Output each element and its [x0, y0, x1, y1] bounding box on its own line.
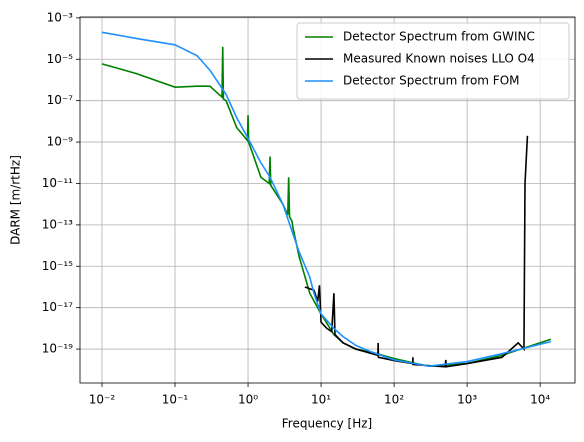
y-tick-label: 10⁻³ [47, 10, 74, 24]
y-axis-label: DARM [m/rtHz] [9, 155, 23, 245]
x-tick-label: 10³ [457, 393, 477, 407]
legend-label: Detector Spectrum from GWINC [343, 30, 535, 44]
y-tick-label: 10⁻¹⁵ [42, 259, 73, 273]
x-tick-label: 10⁻¹ [162, 393, 189, 407]
y-tick-label: 10⁻⁵ [47, 52, 74, 66]
legend-label: Detector Spectrum from FOM [343, 74, 520, 88]
x-tick-label: 10⁰ [238, 393, 258, 407]
plot-frame [79, 16, 576, 384]
x-tick-label: 10² [384, 393, 404, 407]
y-tick-label: 10⁻⁷ [47, 93, 74, 107]
y-tick-label: 10⁻¹⁹ [42, 342, 73, 356]
y-tick-label: 10⁻¹¹ [42, 176, 73, 190]
x-tick-label: 10⁻² [89, 393, 116, 407]
x-tick-label: 10⁴ [530, 393, 550, 407]
legend-label: Measured Known noises LLO O4 [343, 52, 535, 66]
x-tick-label: 10¹ [311, 393, 331, 407]
y-tick-label: 10⁻¹⁷ [42, 300, 73, 314]
series-line [304, 135, 529, 368]
y-tick-label: 10⁻¹³ [42, 217, 73, 231]
series-line [101, 31, 552, 367]
legend-box [296, 22, 570, 100]
y-tick-label: 10⁻⁹ [47, 135, 74, 149]
x-axis-label: Frequency [Hz] [282, 417, 373, 431]
